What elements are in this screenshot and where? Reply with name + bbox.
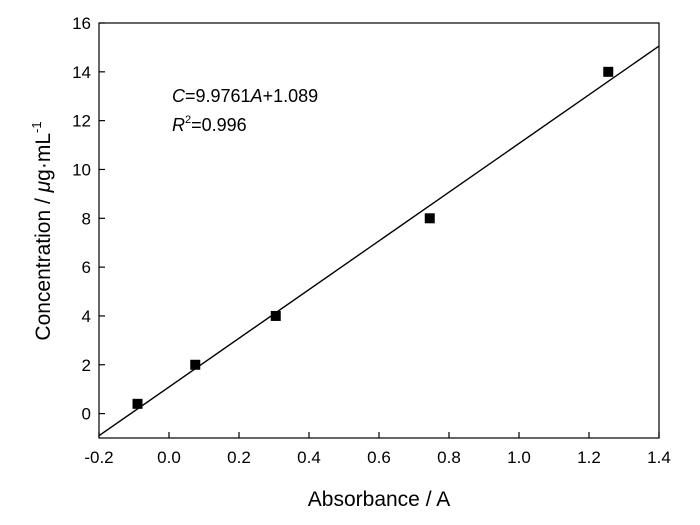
- data-point: [270, 310, 281, 321]
- y-axis-title-mu: μ: [32, 180, 55, 193]
- data-points: [132, 66, 614, 409]
- x-tick-label: 0.4: [297, 448, 321, 467]
- r2-annotation: R2=0.996: [172, 114, 247, 135]
- x-tick-label: 1.2: [577, 448, 601, 467]
- x-tick-label: 1.0: [507, 448, 531, 467]
- x-tick-label: 1.4: [647, 448, 671, 467]
- equation-var-a: A: [250, 86, 263, 106]
- y-tick-label: 12: [72, 112, 91, 131]
- y-tick-label: 6: [82, 258, 91, 277]
- y-axis-title-unit: g·mL: [32, 133, 55, 181]
- x-tick-label: 0.8: [437, 448, 461, 467]
- r2-superscript: 2: [185, 114, 191, 126]
- r2-var: R: [172, 115, 185, 135]
- x-axis-title: Absorbance / A: [308, 488, 450, 511]
- y-tick-label: 14: [72, 63, 91, 82]
- x-tick-label: 0.0: [157, 448, 181, 467]
- data-point: [132, 398, 143, 409]
- y-tick-label: 2: [82, 356, 91, 375]
- data-point: [603, 66, 614, 77]
- y-axis-title: Concentration / μg·mL-1: [29, 121, 55, 340]
- y-axis: 0 2 4 6 8 10 12 14 16: [72, 14, 105, 424]
- x-axis: -0.2 0.0 0.2 0.4 0.6 0.8 1.0 1.2 1.4: [84, 432, 671, 467]
- equation-annotation: C=9.9761A+1.089: [172, 86, 318, 106]
- y-tick-label: 0: [82, 405, 91, 424]
- data-point: [190, 359, 201, 370]
- y-tick-label: 4: [82, 307, 91, 326]
- equation-mid: =9.9761: [185, 86, 251, 106]
- equation-end: +1.089: [263, 86, 319, 106]
- y-tick-label: 16: [72, 14, 91, 33]
- y-tick-label: 8: [82, 209, 91, 228]
- fit-line: [98, 45, 660, 437]
- r2-value: =0.996: [191, 115, 247, 135]
- y-axis-title-prefix: Concentration /: [32, 192, 55, 340]
- y-axis-title-sup: -1: [29, 121, 44, 133]
- y-tick-label: 10: [72, 160, 91, 179]
- x-tick-label: -0.2: [84, 448, 113, 467]
- data-point: [424, 213, 435, 224]
- x-tick-label: 0.6: [367, 448, 391, 467]
- x-tick-label: 0.2: [227, 448, 251, 467]
- equation-var-c: C: [172, 86, 186, 106]
- fit-line-group: [98, 45, 660, 437]
